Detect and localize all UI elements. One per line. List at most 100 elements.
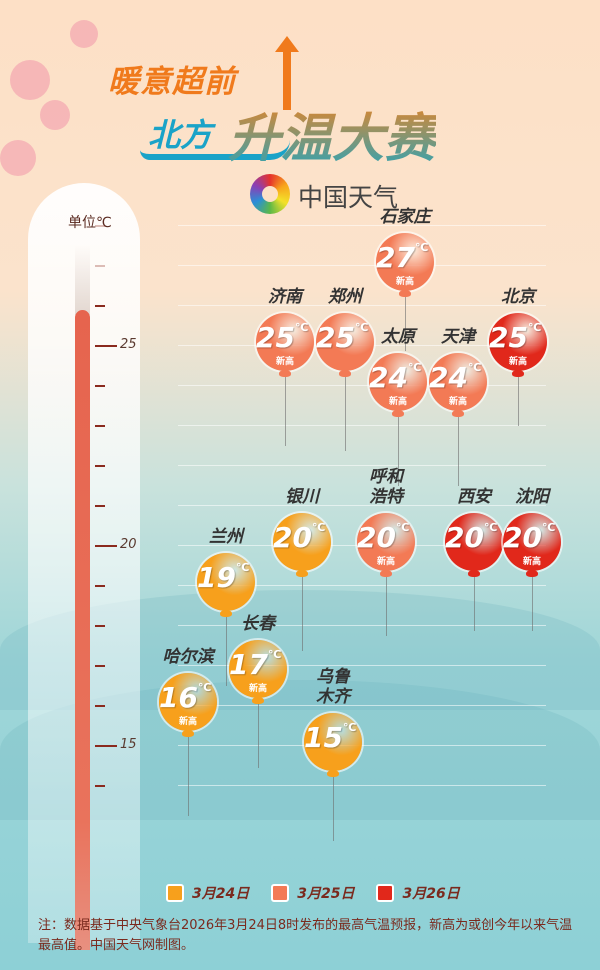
unit-label: ℃: [467, 361, 482, 374]
grid-line: [178, 785, 546, 786]
y-tick: [95, 305, 105, 307]
legend-item: 3月24日: [166, 883, 249, 903]
grid-line: [178, 425, 546, 426]
unit-label: ℃: [354, 321, 369, 334]
city-label: 银川: [285, 487, 319, 507]
balloon: 20℃: [273, 513, 331, 571]
legend-item: 3月25日: [271, 883, 354, 903]
y-tick: [95, 385, 105, 387]
temperature-value: 20℃: [357, 521, 409, 554]
balloon-string: [405, 296, 406, 351]
temperature-number: 24: [429, 361, 468, 394]
title-line2b: 升温大赛: [228, 96, 436, 171]
balloon: 20℃: [445, 513, 503, 571]
temperature-value: 25℃: [256, 321, 308, 354]
temperature-value: 15℃: [304, 721, 356, 754]
balloon-knot: [279, 370, 291, 377]
y-tick-label: 20: [120, 537, 137, 552]
y-tick: [95, 745, 117, 747]
grid-line: [178, 265, 546, 266]
unit-label: ℃: [527, 321, 542, 334]
swoosh-decoration: [140, 140, 290, 160]
balloon-string: [258, 703, 259, 768]
new-high-badge: 新高: [376, 557, 395, 567]
temperature-value: 25℃: [489, 321, 541, 354]
unit-label: ℃: [395, 521, 410, 534]
temperature-number: 19: [197, 561, 236, 594]
y-tick: [95, 345, 117, 347]
balloon-string: [345, 376, 346, 451]
y-tick: [95, 505, 105, 507]
balloon-knot: [296, 570, 308, 577]
city-label: 兰州: [209, 527, 243, 547]
city-label: 哈尔滨: [162, 647, 214, 667]
new-high-badge: 新高: [522, 557, 541, 567]
temperature-value: 20℃: [273, 521, 325, 554]
balloon: 25℃ 新高: [489, 313, 547, 371]
grid-line: [178, 305, 546, 306]
temperature-value: 17℃: [229, 648, 281, 681]
balloon-string: [333, 776, 334, 841]
balloon: 20℃ 新高: [357, 513, 415, 571]
balloon: 20℃ 新高: [503, 513, 561, 571]
y-tick: [95, 625, 105, 627]
y-axis-label: 单位℃: [68, 215, 112, 231]
temperature-value: 20℃: [445, 521, 497, 554]
temperature-number: 27: [376, 241, 415, 274]
temperature-number: 25: [256, 321, 295, 354]
grid-line: [178, 385, 546, 386]
balloon-knot: [468, 570, 480, 577]
temperature-number: 17: [229, 648, 268, 681]
city-label: 呼和浩特: [369, 467, 403, 507]
new-high-badge: 新高: [275, 357, 294, 367]
balloon: 15℃: [304, 713, 362, 771]
city-label: 西安: [457, 487, 491, 507]
unit-label: ℃: [407, 361, 422, 374]
legend-label: 3月25日: [297, 886, 355, 902]
temperature-value: 27℃: [376, 241, 428, 274]
balloon: 19℃: [197, 553, 255, 611]
unit-label: ℃: [342, 721, 357, 734]
temperature-value: 24℃: [369, 361, 421, 394]
unit-label: ℃: [414, 241, 429, 254]
y-tick: [95, 225, 105, 227]
temperature-value: 19℃: [197, 561, 249, 594]
y-tick: [95, 665, 105, 667]
legend-swatch: [271, 884, 290, 902]
grid-line: [178, 505, 546, 506]
balloon-string: [302, 576, 303, 651]
blossom-decoration: [0, 140, 36, 176]
legend: 3月24日 3月25日 3月26日: [166, 883, 460, 903]
balloon-knot: [380, 570, 392, 577]
china-weather-logo-icon: [250, 174, 290, 214]
unit-label: ℃: [235, 561, 250, 574]
balloon-string: [474, 576, 475, 631]
temperature-value: 20℃: [503, 521, 555, 554]
temperature-number: 24: [369, 361, 408, 394]
thermometer-fade: [75, 245, 90, 315]
city-label: 济南: [268, 287, 302, 307]
balloon-string: [285, 376, 286, 446]
balloon: 25℃ 新高: [256, 313, 314, 371]
legend-label: 3月26日: [402, 886, 460, 902]
temperature-number: 20: [273, 521, 312, 554]
thermometer-bar: [75, 310, 90, 950]
legend-item: 3月26日: [376, 883, 460, 903]
y-tick: [95, 545, 117, 547]
city-label: 天津: [441, 327, 475, 347]
balloon-string: [518, 376, 519, 426]
balloon: 17℃ 新高: [229, 640, 287, 698]
footnote: 注：数据基于中央气象台2026年3月24日8时发布的最高气温预报，新高为或创今年…: [38, 918, 573, 953]
balloon-knot: [220, 610, 232, 617]
balloon-knot: [392, 410, 404, 417]
city-label: 郑州: [328, 287, 362, 307]
temperature-value: 25℃: [316, 321, 368, 354]
legend-swatch: [166, 884, 184, 902]
unit-label: ℃: [483, 521, 498, 534]
city-label: 太原: [381, 327, 415, 347]
y-tick-label: 25: [120, 337, 137, 352]
temperature-number: 20: [503, 521, 542, 554]
new-high-badge: 新高: [448, 397, 467, 407]
temperature-value: 16℃: [159, 681, 211, 714]
unit-label: ℃: [311, 521, 326, 534]
